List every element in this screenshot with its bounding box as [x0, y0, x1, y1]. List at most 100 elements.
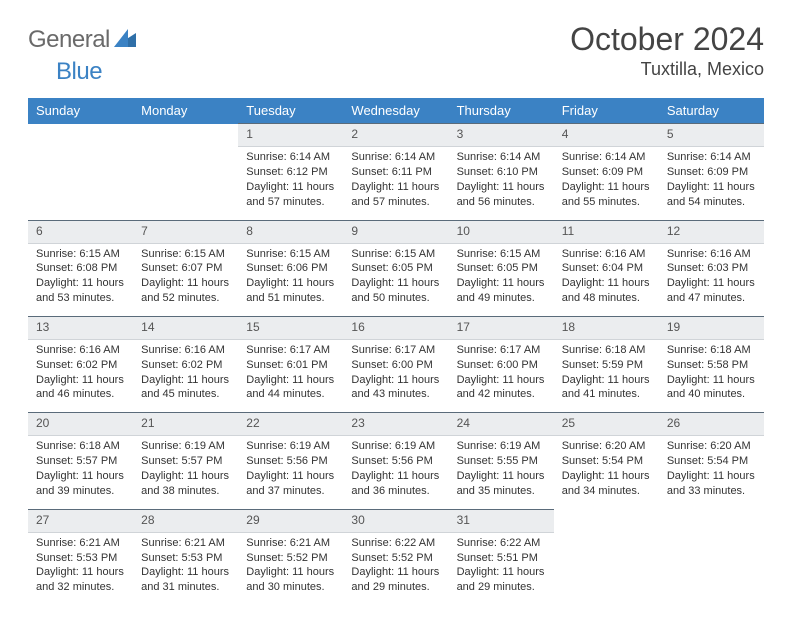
sunrise-text: Sunrise: 6:17 AM — [457, 343, 546, 358]
sunrise-text: Sunrise: 6:20 AM — [562, 439, 651, 454]
daylight-text: Daylight: 11 hours and 51 minutes. — [246, 276, 335, 306]
day-detail-row: Sunrise: 6:18 AMSunset: 5:57 PM Daylight:… — [28, 436, 764, 509]
day-detail-cell — [554, 532, 659, 605]
daylight-text: Daylight: 11 hours and 57 minutes. — [351, 180, 440, 210]
day-number-cell: 21 — [133, 413, 238, 436]
sunset-text: Sunset: 6:12 PM — [246, 165, 335, 180]
daylight-text: Daylight: 11 hours and 35 minutes. — [457, 469, 546, 499]
day-number-cell: 14 — [133, 316, 238, 339]
sunrise-text: Sunrise: 6:15 AM — [457, 247, 546, 262]
day-detail-cell: Sunrise: 6:14 AMSunset: 6:09 PMDaylight:… — [659, 147, 764, 220]
day-number-cell: 27 — [28, 509, 133, 532]
day-detail-cell: Sunrise: 6:16 AMSunset: 6:02 PMDaylight:… — [28, 339, 133, 412]
daylight-text: Daylight: 11 hours and 45 minutes. — [141, 373, 230, 403]
sunrise-text: Sunrise: 6:18 AM — [562, 343, 651, 358]
sunrise-text: Sunrise: 6:21 AM — [246, 536, 335, 551]
sunrise-text: Sunrise: 6:15 AM — [141, 247, 230, 262]
sunset-text: Sunset: 5:54 PM — [562, 454, 651, 469]
weekday-header: Tuesday — [238, 98, 343, 124]
day-number-cell: 4 — [554, 124, 659, 147]
day-number-cell: 20 — [28, 413, 133, 436]
sunrise-text: Sunrise: 6:15 AM — [246, 247, 335, 262]
day-number-cell: 31 — [449, 509, 554, 532]
sunset-text: Sunset: 5:56 PM — [351, 454, 440, 469]
day-detail-cell: Sunrise: 6:15 AMSunset: 6:05 PMDaylight:… — [449, 243, 554, 316]
sunrise-text: Sunrise: 6:21 AM — [36, 536, 125, 551]
sunset-text: Sunset: 6:01 PM — [246, 358, 335, 373]
day-detail-cell: Sunrise: 6:18 AMSunset: 5:59 PMDaylight:… — [554, 339, 659, 412]
sunrise-text: Sunrise: 6:22 AM — [351, 536, 440, 551]
day-number-cell — [659, 509, 764, 532]
weekday-header: Sunday — [28, 98, 133, 124]
sunset-text: Sunset: 6:04 PM — [562, 261, 651, 276]
day-number-row: 20212223242526 — [28, 413, 764, 436]
sunrise-text: Sunrise: 6:15 AM — [351, 247, 440, 262]
sunset-text: Sunset: 5:59 PM — [562, 358, 651, 373]
sunrise-text: Sunrise: 6:18 AM — [36, 439, 125, 454]
daylight-text: Daylight: 11 hours and 42 minutes. — [457, 373, 546, 403]
day-detail-cell: Sunrise: 6:18 AMSunset: 5:58 PMDaylight:… — [659, 339, 764, 412]
daylight-text: Daylight: 11 hours and 53 minutes. — [36, 276, 125, 306]
daylight-text: Daylight: 11 hours and 57 minutes. — [246, 180, 335, 210]
daylight-text: Daylight: 11 hours and 34 minutes. — [562, 469, 651, 499]
daylight-text: Daylight: 11 hours and 32 minutes. — [36, 565, 125, 595]
day-number-cell: 22 — [238, 413, 343, 436]
day-number-row: 2728293031 — [28, 509, 764, 532]
sunset-text: Sunset: 6:09 PM — [562, 165, 651, 180]
sunset-text: Sunset: 5:53 PM — [141, 551, 230, 566]
day-number-row: 13141516171819 — [28, 316, 764, 339]
day-detail-cell — [28, 147, 133, 220]
sunset-text: Sunset: 5:57 PM — [36, 454, 125, 469]
daylight-text: Daylight: 11 hours and 40 minutes. — [667, 373, 756, 403]
day-detail-cell: Sunrise: 6:22 AMSunset: 5:51 PMDaylight:… — [449, 532, 554, 605]
day-number-cell: 5 — [659, 124, 764, 147]
day-number-cell — [28, 124, 133, 147]
sunset-text: Sunset: 6:00 PM — [351, 358, 440, 373]
day-number-cell: 13 — [28, 316, 133, 339]
day-number-cell: 26 — [659, 413, 764, 436]
sunrise-text: Sunrise: 6:20 AM — [667, 439, 756, 454]
sunset-text: Sunset: 5:56 PM — [246, 454, 335, 469]
sunrise-text: Sunrise: 6:16 AM — [36, 343, 125, 358]
daylight-text: Daylight: 11 hours and 55 minutes. — [562, 180, 651, 210]
day-number-cell — [554, 509, 659, 532]
page-title: October 2024 — [570, 22, 764, 57]
day-detail-cell: Sunrise: 6:16 AMSunset: 6:03 PMDaylight:… — [659, 243, 764, 316]
day-number-cell: 30 — [343, 509, 448, 532]
day-number-cell: 18 — [554, 316, 659, 339]
day-number-cell: 3 — [449, 124, 554, 147]
day-detail-cell: Sunrise: 6:20 AMSunset: 5:54 PMDaylight:… — [554, 436, 659, 509]
day-detail-cell: Sunrise: 6:16 AMSunset: 6:02 PMDaylight:… — [133, 339, 238, 412]
sunrise-text: Sunrise: 6:19 AM — [457, 439, 546, 454]
day-number-cell: 24 — [449, 413, 554, 436]
day-number-cell: 8 — [238, 220, 343, 243]
day-number-cell: 7 — [133, 220, 238, 243]
sunrise-text: Sunrise: 6:16 AM — [562, 247, 651, 262]
sunrise-text: Sunrise: 6:14 AM — [667, 150, 756, 165]
sunset-text: Sunset: 6:11 PM — [351, 165, 440, 180]
day-detail-cell: Sunrise: 6:14 AMSunset: 6:12 PMDaylight:… — [238, 147, 343, 220]
weekday-header-row: Sunday Monday Tuesday Wednesday Thursday… — [28, 98, 764, 124]
day-number-cell: 28 — [133, 509, 238, 532]
day-number-cell: 15 — [238, 316, 343, 339]
day-detail-cell: Sunrise: 6:21 AMSunset: 5:53 PMDaylight:… — [133, 532, 238, 605]
daylight-text: Daylight: 11 hours and 50 minutes. — [351, 276, 440, 306]
day-detail-cell: Sunrise: 6:18 AMSunset: 5:57 PMDaylight:… — [28, 436, 133, 509]
day-detail-cell: Sunrise: 6:21 AMSunset: 5:52 PMDaylight:… — [238, 532, 343, 605]
sunrise-text: Sunrise: 6:17 AM — [351, 343, 440, 358]
sunset-text: Sunset: 5:55 PM — [457, 454, 546, 469]
day-detail-cell: Sunrise: 6:19 AMSunset: 5:56 PMDaylight:… — [238, 436, 343, 509]
day-number-cell: 17 — [449, 316, 554, 339]
daylight-text: Daylight: 11 hours and 54 minutes. — [667, 180, 756, 210]
day-detail-row: Sunrise: 6:14 AMSunset: 6:12 PMDaylight:… — [28, 147, 764, 220]
sunrise-text: Sunrise: 6:17 AM — [246, 343, 335, 358]
day-detail-row: Sunrise: 6:21 AM Sunset: 5:53 PM Daylight:… — [28, 532, 764, 605]
day-detail-cell: Sunrise: 6:15 AMSunset: 6:05 PMDaylight:… — [343, 243, 448, 316]
day-number-cell: 16 — [343, 316, 448, 339]
day-number-row: 6789101112 — [28, 220, 764, 243]
sunrise-text: Sunrise: 6:16 AM — [667, 247, 756, 262]
daylight-text: Daylight: 11 hours and 46 minutes. — [36, 373, 125, 403]
sunset-text: Sunset: 5:58 PM — [667, 358, 756, 373]
sunset-text: Sunset: 6:09 PM — [667, 165, 756, 180]
day-number-cell: 11 — [554, 220, 659, 243]
